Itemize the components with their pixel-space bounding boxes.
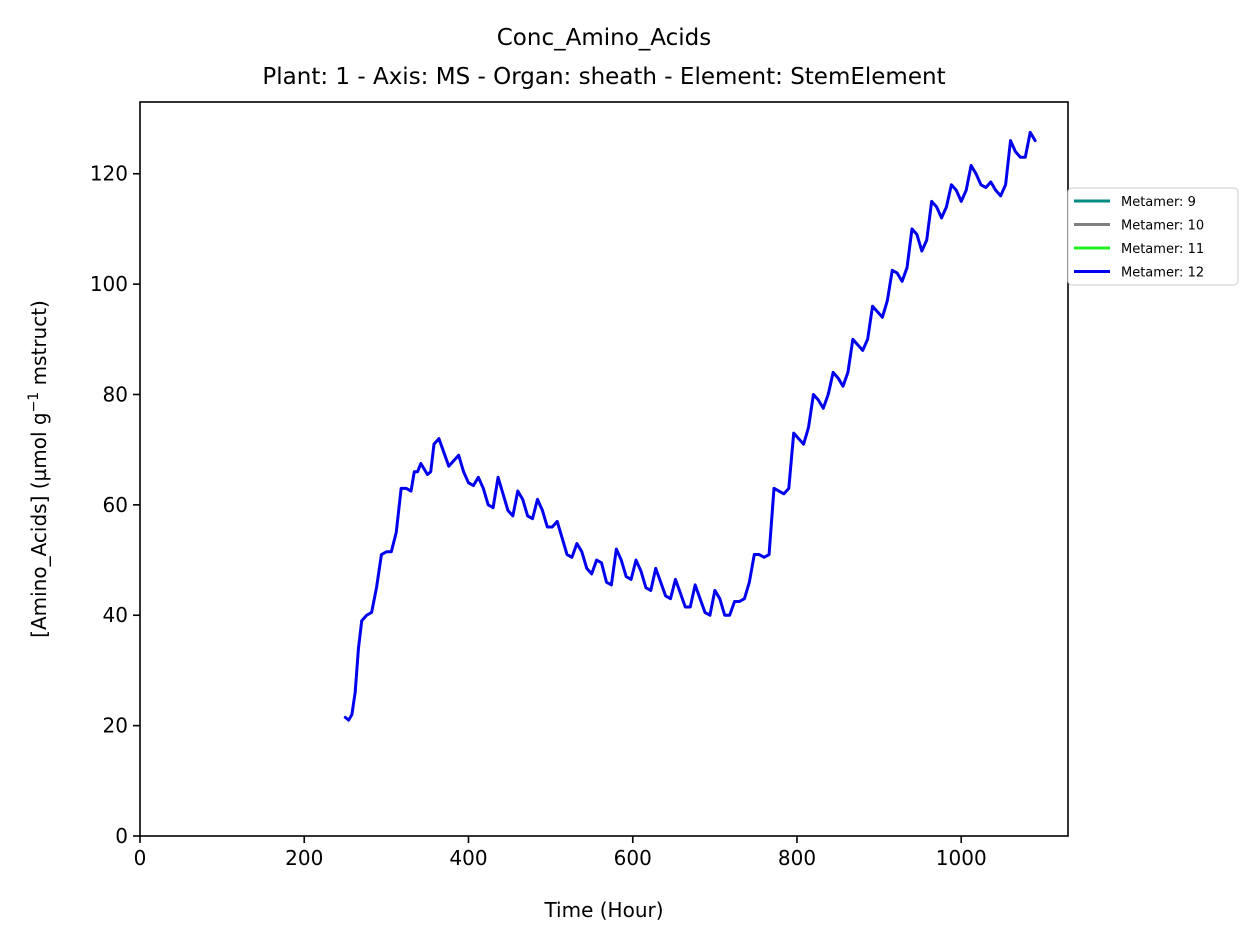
y-tick-label: 100 xyxy=(90,272,128,296)
x-axis-label: Time (Hour) xyxy=(543,898,663,922)
plot-area xyxy=(139,101,1069,837)
x-tick-label: 0 xyxy=(134,846,147,870)
legend-label-3: Metamer: 12 xyxy=(1121,266,1204,281)
y-tick-label: 120 xyxy=(90,162,128,186)
x-axis: 0 200 400 600 800 1000 xyxy=(134,836,987,870)
x-tick-label: 200 xyxy=(285,846,323,870)
legend-label-2: Metamer: 11 xyxy=(1121,242,1204,257)
y-axis-label: [Amino_Acids] (µmol g−1 mstruct) xyxy=(26,300,51,638)
legend: Metamer: 9 Metamer: 10 Metamer: 11 Metamer:… xyxy=(1067,187,1239,286)
chart-title: Conc_Amino_Acids xyxy=(497,25,711,51)
y-tick-label: 80 xyxy=(103,382,128,406)
x-tick-label: 400 xyxy=(449,846,487,870)
y-tick-label: 0 xyxy=(115,824,128,848)
series-layer xyxy=(343,130,1037,722)
legend-label-0: Metamer: 9 xyxy=(1121,195,1196,210)
y-tick-label: 40 xyxy=(103,603,128,627)
legend-label-1: Metamer: 10 xyxy=(1121,219,1204,234)
y-tick-label: 60 xyxy=(103,493,128,517)
x-tick-label: 800 xyxy=(778,846,816,870)
series-line-3 xyxy=(343,130,1037,722)
x-tick-label: 1000 xyxy=(936,846,987,870)
chart-subtitle: Plant: 1 - Axis: MS - Organ: sheath - El… xyxy=(262,64,945,90)
x-tick-label: 600 xyxy=(614,846,652,870)
y-axis: 0 20 40 60 80 100 120 xyxy=(90,162,140,848)
axes-frame xyxy=(139,101,1069,837)
y-axis-label-superscript: −1 xyxy=(26,392,42,413)
y-axis-label-main: [Amino_Acids] (µmol g xyxy=(27,412,51,637)
y-axis-label-tail: mstruct) xyxy=(27,300,51,392)
y-tick-label: 20 xyxy=(103,714,128,738)
legend-frame xyxy=(1067,187,1239,286)
